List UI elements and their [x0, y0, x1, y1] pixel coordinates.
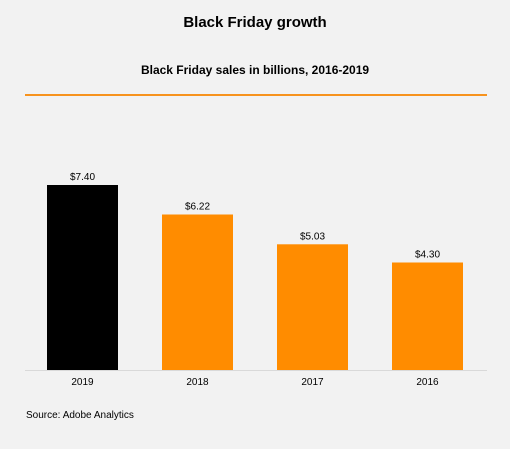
bar-group: $7.40 2019 $6.22 2018 $5.03 2017 $4.30 2016 — [47, 172, 463, 388]
bar-2018 — [162, 214, 233, 370]
bar-2017 — [277, 244, 348, 371]
bar-2019 — [47, 185, 118, 370]
title-divider — [25, 94, 487, 96]
source-note: Source: Adobe Analytics — [26, 410, 134, 421]
x-tick-label-2017: 2017 — [301, 377, 324, 388]
data-label-2018: $6.22 — [185, 202, 210, 213]
data-label-2017: $5.03 — [300, 231, 325, 242]
data-label-2019: $7.40 — [70, 172, 95, 183]
page-title: Black Friday growth — [183, 14, 327, 31]
x-tick-label-2019: 2019 — [71, 377, 94, 388]
bar-2016 — [392, 262, 463, 370]
data-label-2016: $4.30 — [415, 250, 440, 261]
chart-title: Black Friday sales in billions, 2016-201… — [140, 63, 370, 77]
x-tick-label-2016: 2016 — [416, 377, 439, 388]
x-tick-label-2018: 2018 — [186, 377, 209, 388]
